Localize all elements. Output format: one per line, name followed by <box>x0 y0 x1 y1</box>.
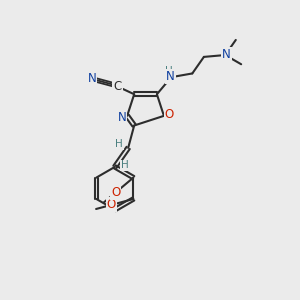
Text: O: O <box>106 198 116 211</box>
Text: N: N <box>88 72 96 86</box>
Text: N: N <box>166 70 175 83</box>
Text: N: N <box>222 48 231 61</box>
Text: H: H <box>165 66 173 76</box>
Text: H: H <box>116 139 123 149</box>
Text: H: H <box>121 160 128 170</box>
Text: N: N <box>117 111 126 124</box>
Text: O: O <box>165 108 174 121</box>
Text: C: C <box>113 80 122 92</box>
Text: O: O <box>111 186 120 199</box>
